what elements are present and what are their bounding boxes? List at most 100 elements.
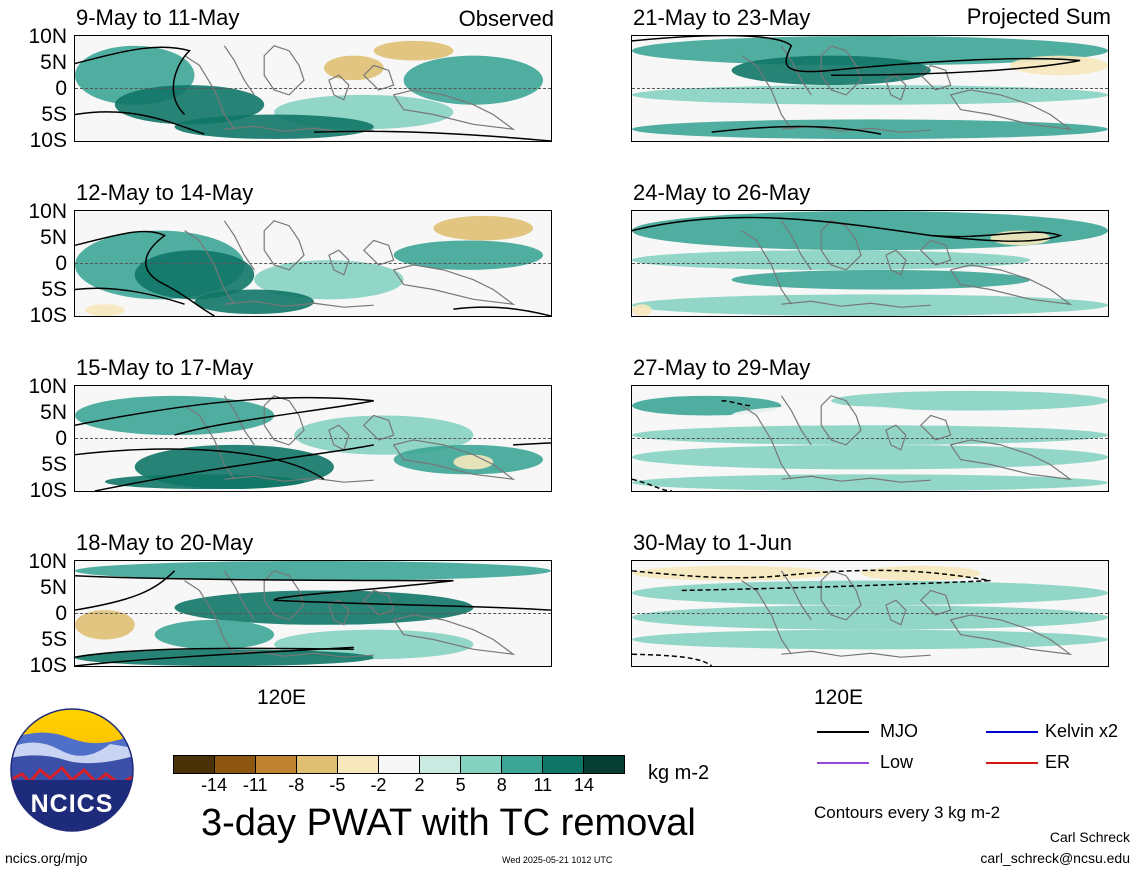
- pwat-anomaly-blob: [114, 85, 265, 125]
- map-panel-left-1: [74, 35, 552, 142]
- colorbar-tick-label: -14: [201, 775, 228, 795]
- mjo-contour: [75, 396, 374, 436]
- footer-timestamp: Wed 2025-05-21 1012 UTC: [502, 855, 613, 865]
- mjo-contour: [75, 647, 354, 658]
- mjo-contour: [513, 442, 551, 446]
- panel-title-right-1: 21-May to 23-May: [633, 5, 811, 30]
- pwat-anomaly-blob: [632, 425, 1108, 445]
- colorbar-tick-label: -8: [288, 775, 305, 795]
- colorbar-swatch: [501, 756, 542, 773]
- pwat-anomaly-blob: [453, 454, 494, 470]
- pwat-map: [632, 561, 1108, 666]
- colorbar-tick-label: -5: [329, 775, 346, 795]
- colorbar-swatch: [337, 756, 378, 773]
- colorbar-swatch: [255, 756, 296, 773]
- colorbar-tick-label: 14: [573, 775, 594, 795]
- map-panel-right-3: [631, 385, 1109, 492]
- panel-title-right-3: 27-May to 29-May: [633, 355, 811, 380]
- pwat-anomaly-blob: [104, 474, 305, 490]
- legend-label-low: Low: [880, 752, 914, 772]
- mjo-contour: [453, 306, 551, 316]
- pwat-anomaly-blob: [174, 590, 474, 625]
- colorbar-swatch: [214, 756, 255, 773]
- lat-label-5n: 5N: [40, 401, 67, 424]
- coastline: [184, 395, 516, 483]
- legend-label-mjo: MJO: [880, 721, 918, 741]
- coastline: [184, 45, 516, 133]
- pwat-map: [75, 561, 551, 666]
- pwat-anomaly-blob: [433, 215, 534, 241]
- colorbar-swatch: [296, 756, 337, 773]
- lat-label-10n: 10N: [28, 25, 67, 48]
- colorbar-unit: kg m-2: [648, 762, 710, 784]
- footer-author: Carl Schreck: [1049, 829, 1130, 845]
- panel-title-left-1: 9-May to 11-May: [76, 5, 240, 30]
- pwat-map: [75, 36, 551, 141]
- colorbar-swatch: [583, 756, 624, 773]
- pwat-anomaly-blob: [154, 619, 275, 650]
- lat-label-0: 0: [55, 77, 67, 100]
- legend-swatch-low: [817, 762, 869, 764]
- mjo-contour: [711, 125, 882, 135]
- panel-title-left-2: 12-May to 14-May: [76, 180, 254, 205]
- coastline: [184, 220, 516, 308]
- pwat-anomaly-blob: [632, 304, 652, 316]
- pwat-anomaly-blob: [632, 211, 1108, 251]
- mjo-contour: [75, 646, 354, 666]
- legend-swatch-er: [986, 762, 1038, 764]
- pwat-anomaly-blob: [632, 250, 1031, 270]
- lat-label-0: 0: [55, 252, 67, 275]
- pwat-anomaly-blob: [75, 649, 374, 666]
- map-panel-left-4: [74, 560, 552, 667]
- pwat-anomaly-blob: [323, 55, 384, 81]
- pwat-anomaly-blob: [75, 395, 275, 436]
- map-panel-right-4: [631, 560, 1109, 667]
- mjo-contour: [632, 478, 672, 491]
- mjo-contour: [313, 130, 551, 141]
- mjo-contour: [94, 444, 374, 491]
- footer-url: ncics.org/mjo: [5, 850, 88, 866]
- mjo-contour: [75, 570, 176, 611]
- pwat-anomaly-blob: [632, 565, 832, 581]
- colorbar-swatch: [174, 756, 214, 773]
- pwat-anomaly-blob: [731, 269, 1031, 290]
- mjo-contour: [721, 399, 752, 407]
- ncics-logo: NCICS: [10, 708, 134, 832]
- colorbar-swatch: [419, 756, 460, 773]
- lat-label-5n: 5N: [40, 51, 67, 74]
- lat-label-10n: 10N: [28, 550, 67, 573]
- lat-label-5s: 5S: [41, 278, 67, 301]
- pwat-anomaly-blob: [632, 36, 1108, 66]
- colorbar-swatch: [460, 756, 501, 773]
- lat-label-0: 0: [55, 602, 67, 625]
- legend-label-kelvin: Kelvin x2: [1045, 721, 1119, 741]
- lat-label-10s: 10S: [29, 304, 67, 327]
- colorbar-tick-label: 11: [533, 775, 553, 795]
- pwat-anomaly-blob: [632, 580, 1108, 606]
- ncics-logo-text: NCICS: [30, 790, 114, 818]
- lat-label-5n: 5N: [40, 226, 67, 249]
- colorbar: [173, 755, 625, 774]
- footer-email: carl_schreck@ncsu.edu: [980, 850, 1130, 866]
- panel-title-left-4: 18-May to 20-May: [76, 530, 254, 555]
- projected-label: Projected Sum: [966, 4, 1111, 29]
- main-title: 3-day PWAT with TC removal: [201, 802, 696, 844]
- lat-label-5s: 5S: [41, 453, 67, 476]
- pwat-anomaly-blob: [632, 85, 1108, 105]
- mjo-contour: [681, 579, 991, 592]
- mjo-contour: [632, 569, 991, 582]
- lat-label-10s: 10S: [29, 654, 67, 677]
- mjo-contour: [632, 653, 713, 666]
- lat-label-10n: 10N: [28, 375, 67, 398]
- pwat-anomaly-blob: [632, 629, 1108, 650]
- pwat-map: [632, 211, 1108, 316]
- lat-label-0: 0: [55, 427, 67, 450]
- panel-title-right-4: 30-May to 1-Jun: [633, 530, 792, 555]
- mjo-contour: [75, 448, 325, 480]
- pwat-anomaly-blob: [1010, 55, 1108, 76]
- pwat-anomaly-blob: [632, 119, 1108, 140]
- map-panel-left-3: [74, 385, 552, 492]
- pwat-map: [75, 211, 551, 316]
- mjo-contour: [75, 287, 185, 305]
- observed-label: Observed: [458, 6, 554, 31]
